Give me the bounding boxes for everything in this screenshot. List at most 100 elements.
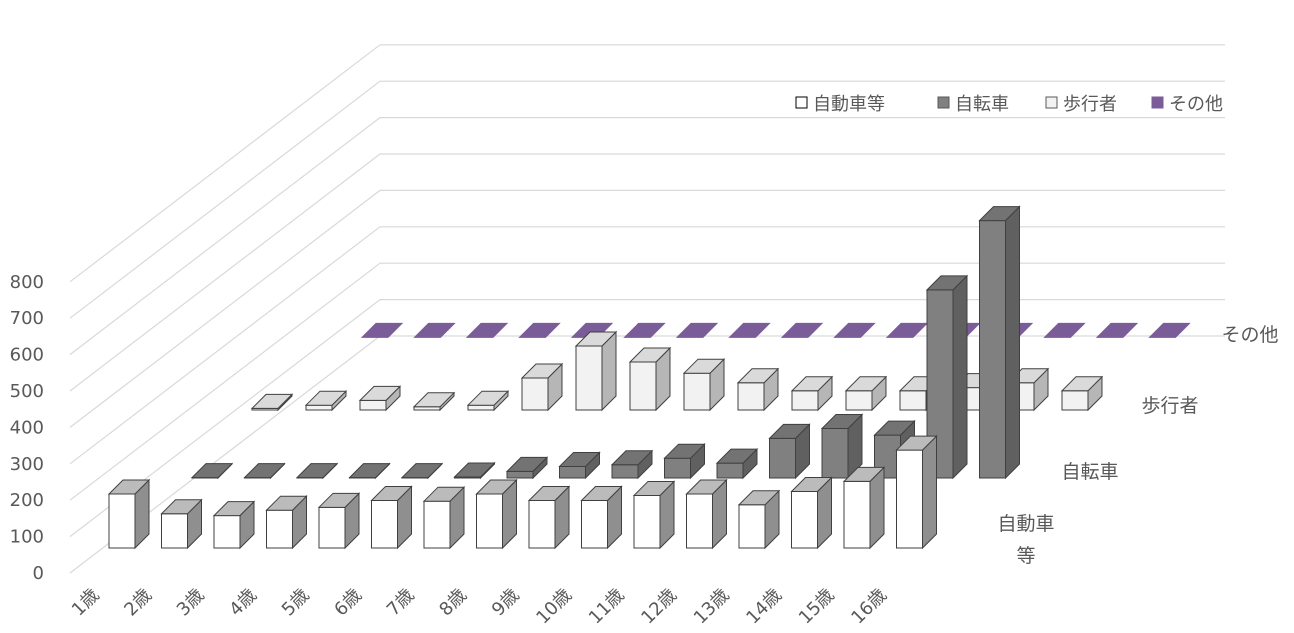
bar bbox=[348, 462, 391, 480]
bar bbox=[518, 322, 561, 338]
bar-front bbox=[213, 515, 241, 549]
bar-top bbox=[527, 485, 571, 501]
bar-top bbox=[663, 443, 706, 459]
bar bbox=[358, 385, 402, 412]
bar bbox=[466, 389, 510, 412]
bar bbox=[1060, 375, 1104, 412]
x-tick-label: 3歳 bbox=[173, 585, 209, 621]
bar-front bbox=[305, 404, 333, 411]
bar-front bbox=[521, 377, 549, 411]
legend-item: 歩行者 bbox=[1045, 94, 1117, 115]
y-tick-label: 100 bbox=[10, 527, 44, 548]
bar-top bbox=[682, 358, 726, 374]
bar-top bbox=[925, 275, 969, 291]
bar-front bbox=[611, 464, 639, 479]
bar-front bbox=[581, 499, 608, 549]
bar bbox=[574, 330, 618, 412]
bar bbox=[243, 462, 286, 480]
bar-front bbox=[716, 462, 744, 479]
x-tick-label: 11歳 bbox=[585, 585, 629, 629]
bar-front bbox=[683, 372, 711, 411]
grid-line bbox=[69, 80, 1225, 319]
legend-label: その他 bbox=[1169, 94, 1223, 115]
y-tick-label: 200 bbox=[10, 490, 44, 511]
bar bbox=[682, 357, 726, 412]
grid-line bbox=[69, 226, 1225, 465]
bar bbox=[737, 489, 781, 550]
legend-item: 自動車等 bbox=[795, 94, 885, 115]
bar-top bbox=[453, 462, 496, 478]
bar-front bbox=[791, 490, 818, 549]
bar bbox=[790, 375, 834, 412]
bar-front bbox=[979, 220, 1006, 479]
bar-top bbox=[610, 450, 654, 466]
bar bbox=[265, 494, 308, 550]
bar-front bbox=[371, 499, 398, 549]
bar-top bbox=[580, 485, 623, 501]
series-label: 歩行者 bbox=[1141, 395, 1199, 417]
bar-top bbox=[505, 456, 549, 472]
bar bbox=[370, 485, 413, 550]
bar-top bbox=[212, 501, 256, 517]
bar-top bbox=[885, 322, 929, 338]
bar-side bbox=[1005, 205, 1020, 480]
bar-front bbox=[629, 361, 657, 411]
bar-top bbox=[790, 476, 833, 492]
bar-front bbox=[843, 480, 871, 549]
x-tick-label: 7歳 bbox=[383, 585, 419, 621]
bar-top bbox=[1148, 322, 1191, 338]
bar-top bbox=[628, 347, 672, 363]
bar bbox=[842, 466, 886, 550]
legend-label: 自転車 bbox=[955, 94, 1009, 115]
bar bbox=[685, 478, 728, 550]
y-tick-label: 500 bbox=[10, 381, 44, 402]
bar bbox=[505, 456, 549, 480]
bar bbox=[820, 413, 864, 480]
bar-top bbox=[465, 322, 509, 338]
grid-line bbox=[69, 44, 1225, 283]
y-tick-label: 0 bbox=[33, 563, 44, 584]
bar-top bbox=[623, 322, 666, 338]
x-tick-label: 16歳 bbox=[847, 585, 891, 629]
bar-top bbox=[265, 495, 308, 511]
bar bbox=[728, 322, 771, 338]
bar bbox=[360, 322, 404, 338]
bar-front bbox=[1061, 390, 1089, 411]
bar bbox=[190, 462, 234, 480]
bar-top bbox=[632, 480, 676, 496]
series-label: その他 bbox=[1221, 324, 1279, 346]
bar-front bbox=[737, 382, 765, 411]
bar-top bbox=[370, 485, 413, 501]
bar bbox=[623, 322, 666, 338]
x-tick-label: 1歳 bbox=[68, 585, 104, 621]
bar bbox=[780, 322, 824, 338]
bar bbox=[790, 476, 833, 550]
bar-top bbox=[558, 451, 601, 467]
bar-top bbox=[243, 463, 286, 479]
y-tick-label: 600 bbox=[10, 345, 44, 366]
legend-swatch bbox=[1151, 96, 1164, 109]
bar-top bbox=[160, 499, 203, 515]
bar-top bbox=[833, 322, 876, 338]
bar bbox=[844, 375, 888, 412]
bar-front bbox=[559, 465, 586, 479]
bar bbox=[978, 205, 1021, 480]
legend-swatch bbox=[1045, 96, 1058, 109]
bar-front bbox=[791, 390, 819, 411]
bar bbox=[400, 462, 444, 480]
bar bbox=[250, 393, 294, 412]
bar bbox=[715, 447, 759, 480]
bar bbox=[833, 322, 876, 338]
series-label: 自転車 bbox=[1061, 461, 1119, 483]
legend-label: 歩行者 bbox=[1063, 94, 1117, 115]
bar-top bbox=[844, 376, 888, 392]
bar bbox=[610, 449, 654, 480]
bar-top bbox=[842, 466, 886, 482]
bar-front bbox=[821, 428, 849, 479]
bar-top bbox=[820, 414, 864, 429]
bar bbox=[453, 461, 496, 480]
bar-top bbox=[780, 322, 824, 338]
bar-top bbox=[768, 423, 811, 439]
series-label: 自動車等 bbox=[997, 513, 1055, 567]
